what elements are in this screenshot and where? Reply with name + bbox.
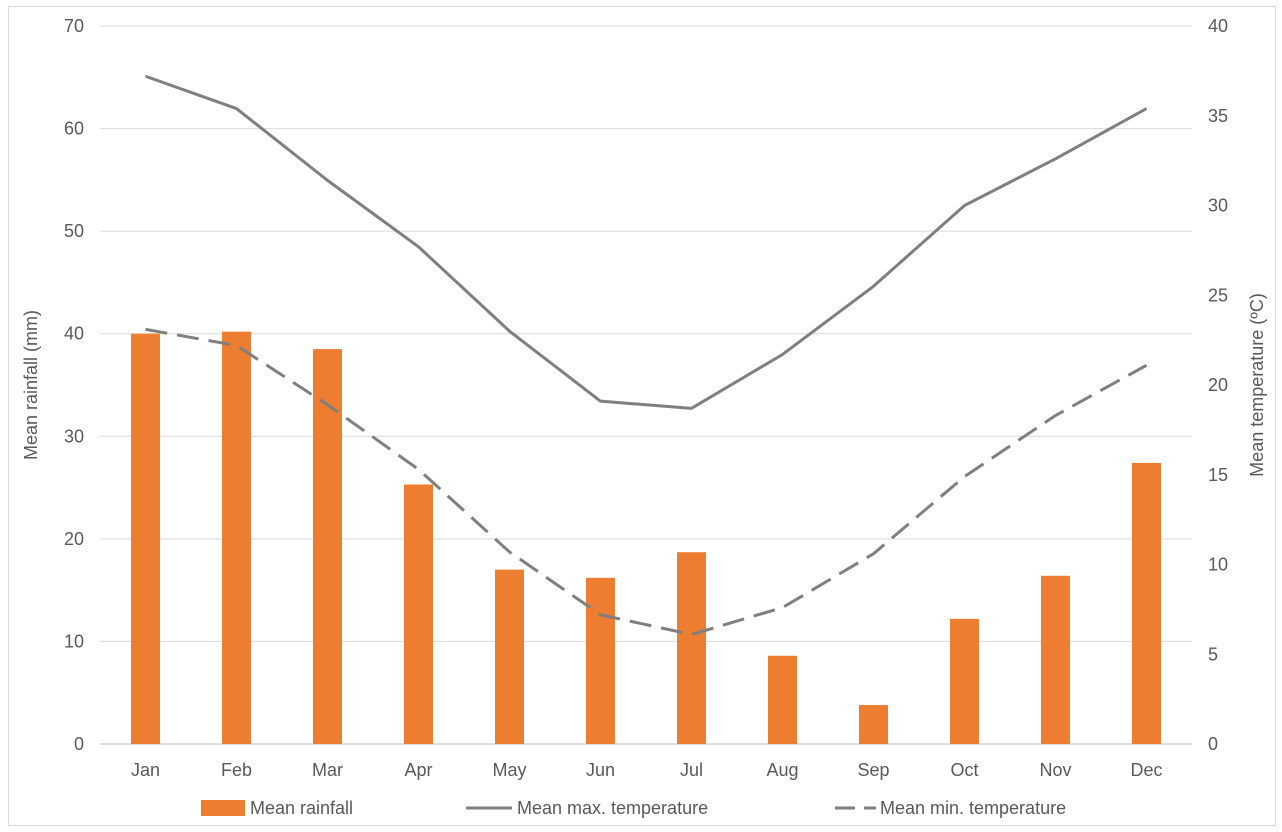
legend-label-min-temp: Mean min. temperature xyxy=(880,798,1066,818)
rainfall-bar xyxy=(950,618,979,744)
rainfall-bar xyxy=(1132,462,1161,744)
y-tick-label: 70 xyxy=(64,16,84,36)
legend-label-rainfall: Mean rainfall xyxy=(250,798,353,818)
right-axis-ticks: 0 5 10 15 20 25 30 35 40 xyxy=(1208,16,1228,754)
legend-swatch-rainfall xyxy=(201,800,245,816)
y-tick-label: 20 xyxy=(64,529,84,549)
rainfall-bar xyxy=(859,705,888,744)
y2-tick-label: 25 xyxy=(1208,285,1228,305)
y2-tick-label: 0 xyxy=(1208,734,1218,754)
y-tick-label: 40 xyxy=(64,324,84,344)
x-tick-label: Jul xyxy=(680,760,703,780)
rainfall-bar xyxy=(131,333,160,744)
x-tick-label: May xyxy=(492,760,526,780)
y2-tick-label: 40 xyxy=(1208,16,1228,36)
y-tick-label: 60 xyxy=(64,119,84,139)
y2-tick-label: 5 xyxy=(1208,644,1218,664)
x-tick-label: Jun xyxy=(586,760,615,780)
y-tick-label: 10 xyxy=(64,631,84,651)
y2-tick-label: 35 xyxy=(1208,106,1228,126)
rainfall-bar xyxy=(313,349,342,744)
rainfall-bar xyxy=(586,577,615,744)
x-tick-label: Oct xyxy=(950,760,978,780)
y2-tick-label: 30 xyxy=(1208,196,1228,216)
rainfall-bar xyxy=(404,484,433,744)
y-tick-label: 30 xyxy=(64,426,84,446)
y-tick-label: 0 xyxy=(74,734,84,754)
y2-axis-title: Mean temperature (ºC) xyxy=(1247,293,1267,477)
rainfall-bars xyxy=(131,331,1161,744)
rainfall-bar xyxy=(495,569,524,744)
y2-tick-label: 20 xyxy=(1208,375,1228,395)
legend: Mean rainfall Mean max. temperature Mean… xyxy=(201,798,1066,818)
y2-tick-label: 15 xyxy=(1208,465,1228,485)
rainfall-bar xyxy=(222,331,251,744)
x-axis-ticks: Jan Feb Mar Apr May Jun Jul Aug Sep Oct Nov Dec xyxy=(131,760,1163,780)
x-tick-label: Aug xyxy=(766,760,798,780)
left-axis-ticks: 0 10 20 30 40 50 60 70 xyxy=(64,16,84,754)
x-tick-label: Mar xyxy=(312,760,343,780)
gridlines xyxy=(100,25,1192,745)
x-tick-label: Dec xyxy=(1130,760,1162,780)
rainfall-bar xyxy=(768,655,797,744)
x-tick-label: Feb xyxy=(221,760,252,780)
y2-tick-label: 10 xyxy=(1208,555,1228,575)
rainfall-bar xyxy=(677,552,706,744)
x-tick-label: Jan xyxy=(131,760,160,780)
max-temperature-line xyxy=(144,74,1148,410)
y-tick-label: 50 xyxy=(64,221,84,241)
rainfall-bar xyxy=(1041,575,1070,744)
x-tick-label: Apr xyxy=(404,760,432,780)
min-temperature-line xyxy=(145,327,1148,637)
temperature-lines xyxy=(144,74,1148,637)
x-tick-label: Nov xyxy=(1039,760,1071,780)
x-tick-label: Sep xyxy=(857,760,889,780)
legend-label-max-temp: Mean max. temperature xyxy=(517,798,708,818)
y-axis-title: Mean rainfall (mm) xyxy=(21,310,41,460)
